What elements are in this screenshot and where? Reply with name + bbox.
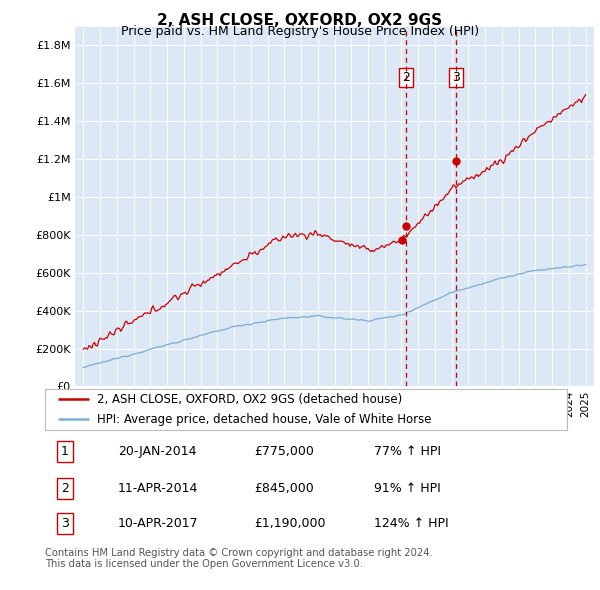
Text: 2, ASH CLOSE, OXFORD, OX2 9GS: 2, ASH CLOSE, OXFORD, OX2 9GS <box>157 13 443 28</box>
Text: Price paid vs. HM Land Registry's House Price Index (HPI): Price paid vs. HM Land Registry's House … <box>121 25 479 38</box>
Text: 77% ↑ HPI: 77% ↑ HPI <box>374 445 441 458</box>
Text: 2, ASH CLOSE, OXFORD, OX2 9GS (detached house): 2, ASH CLOSE, OXFORD, OX2 9GS (detached … <box>97 393 403 406</box>
Text: This data is licensed under the Open Government Licence v3.0.: This data is licensed under the Open Gov… <box>45 559 363 569</box>
Text: £845,000: £845,000 <box>254 482 314 495</box>
Text: £1,190,000: £1,190,000 <box>254 517 325 530</box>
Text: 3: 3 <box>61 517 69 530</box>
Text: 124% ↑ HPI: 124% ↑ HPI <box>374 517 448 530</box>
Text: 11-APR-2014: 11-APR-2014 <box>118 482 199 495</box>
Text: 2: 2 <box>402 71 410 84</box>
Text: Contains HM Land Registry data © Crown copyright and database right 2024.: Contains HM Land Registry data © Crown c… <box>45 548 433 558</box>
Text: 3: 3 <box>452 71 460 84</box>
Text: 1: 1 <box>61 445 69 458</box>
Text: 10-APR-2017: 10-APR-2017 <box>118 517 199 530</box>
Text: £775,000: £775,000 <box>254 445 314 458</box>
Text: 20-JAN-2014: 20-JAN-2014 <box>118 445 197 458</box>
Text: 91% ↑ HPI: 91% ↑ HPI <box>374 482 440 495</box>
Text: 2: 2 <box>61 482 69 495</box>
Text: HPI: Average price, detached house, Vale of White Horse: HPI: Average price, detached house, Vale… <box>97 413 432 426</box>
